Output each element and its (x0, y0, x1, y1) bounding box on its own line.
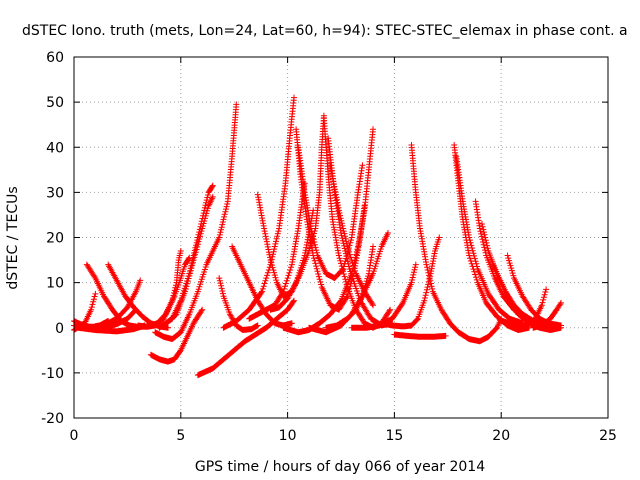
x-tick-label: 15 (385, 428, 403, 444)
y-tick-label: 40 (46, 140, 64, 156)
data-series-9 (152, 101, 240, 342)
x-tick-label: 10 (279, 428, 297, 444)
x-tick-label: 25 (599, 428, 617, 444)
series-markers (453, 153, 526, 327)
y-tick-label: 60 (46, 50, 64, 66)
plot-frame (73, 56, 609, 419)
data-series-26 (323, 243, 376, 331)
ticks: 0 5 10 15 20 25 -20 -10 0 10 20 30 40 50 60 (41, 50, 617, 444)
series-markers (378, 234, 443, 330)
y-tick-label: 0 (55, 321, 64, 337)
data-series-39 (75, 322, 148, 335)
series-markers (75, 322, 148, 335)
series-markers (327, 162, 376, 309)
series-markers (408, 142, 505, 345)
series-markers (295, 144, 366, 282)
x-tick-label: 20 (492, 428, 510, 444)
data-series-32 (453, 153, 526, 327)
y-tick-label: 30 (46, 185, 64, 201)
data-series-29 (391, 331, 449, 340)
data-series-7 (143, 254, 193, 330)
series-markers (92, 277, 144, 330)
series-markers (143, 254, 193, 330)
data-series-30 (378, 234, 443, 330)
data-series-11 (160, 193, 216, 329)
y-tick-label: 20 (46, 231, 64, 247)
y-tick-label: 50 (46, 95, 64, 111)
data-series-8 (147, 306, 206, 365)
series-markers (391, 331, 449, 340)
data-layer (71, 94, 564, 379)
series-markers (498, 286, 550, 329)
series-markers (147, 306, 206, 365)
series-markers (267, 207, 317, 313)
data-series-28 (408, 142, 505, 345)
y-tick-label: -20 (41, 411, 64, 427)
data-series-24 (280, 126, 376, 336)
x-tick-label: 0 (70, 428, 79, 444)
data-series-23 (327, 162, 376, 309)
series-markers (323, 243, 376, 331)
y-tick-label: -10 (41, 366, 64, 382)
data-series-18 (295, 144, 366, 282)
series-markers (220, 94, 297, 331)
grid (74, 57, 608, 418)
series-markers (280, 126, 376, 336)
data-series-37 (498, 286, 550, 329)
series-markers (152, 101, 240, 342)
x-axis-label: GPS time / hours of day 066 of year 2014 (195, 459, 485, 475)
series-markers (451, 142, 532, 333)
data-series-20 (267, 207, 317, 313)
data-series-5 (92, 277, 144, 330)
x-tick-label: 5 (176, 428, 185, 444)
chart-title: dSTEC Iono. truth (mets, Lon=24, Lat=60,… (22, 23, 628, 39)
series-markers (160, 193, 216, 329)
series-markers (530, 299, 564, 331)
data-series-31 (451, 142, 532, 333)
data-series-38 (530, 299, 564, 331)
y-axis-label: dSTEC / TECUs (5, 186, 21, 289)
data-series-15 (220, 94, 297, 331)
y-tick-label: 10 (46, 276, 64, 292)
